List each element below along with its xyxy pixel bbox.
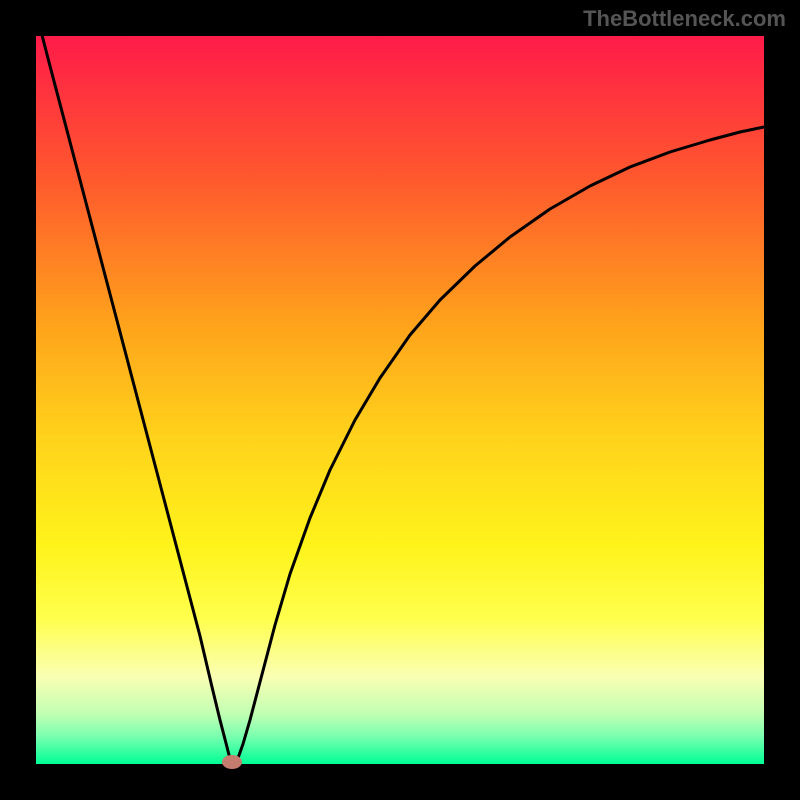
curve-overlay-svg <box>0 0 800 800</box>
data-marker <box>222 755 242 769</box>
watermark-text: TheBottleneck.com <box>583 6 786 32</box>
chart-container: TheBottleneck.com <box>0 0 800 800</box>
